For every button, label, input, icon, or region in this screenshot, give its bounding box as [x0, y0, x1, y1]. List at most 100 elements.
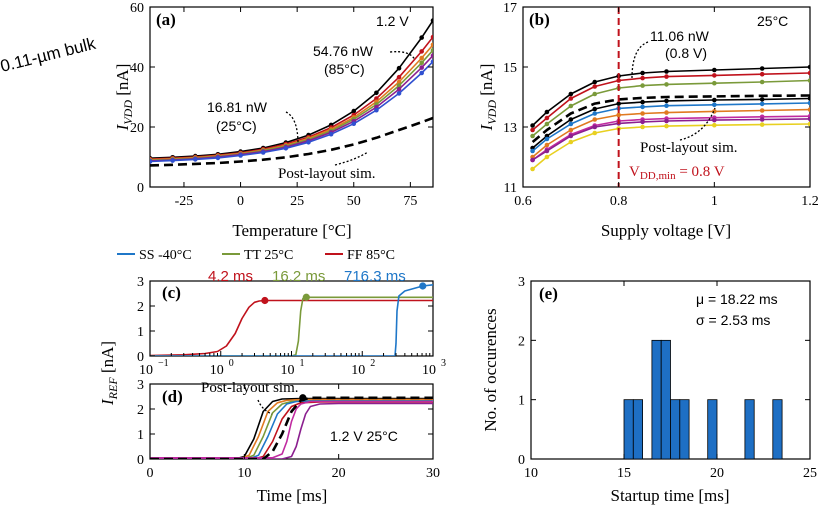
panel-b-point	[568, 96, 574, 101]
panel-b-point	[712, 73, 717, 78]
x-tick-label: 50	[347, 194, 361, 209]
panel-b-point	[807, 116, 810, 122]
panel-a-point	[396, 86, 402, 92]
panel-c-series-ff-85-c	[150, 299, 433, 356]
panel-b-point	[568, 91, 574, 97]
x-tick-exponent: 2	[370, 358, 375, 369]
panel-a-point	[328, 131, 334, 137]
panel-a-point	[238, 153, 243, 158]
x-tick-exponent: 0	[229, 358, 234, 369]
panel-e-bar	[744, 399, 755, 460]
panel-b-point	[592, 111, 598, 116]
panel-e-label: (e)	[539, 284, 558, 303]
panel-a-series-upper	[150, 20, 433, 159]
panel-a-point	[430, 34, 433, 40]
panel-b-point	[759, 108, 765, 113]
panel-b-point	[544, 136, 550, 142]
panel-b-point	[544, 142, 550, 148]
panel-c-frame	[149, 280, 434, 357]
y-tick-label: 40	[130, 61, 144, 76]
y-tick-label: 2	[518, 334, 525, 349]
panel-a-point	[396, 91, 402, 96]
panel-e-ylabel: No. of occurences	[481, 308, 500, 431]
panel-c-ff-time: 4.2 ms	[208, 268, 253, 285]
panel-b-series-s4	[532, 97, 810, 149]
panel-c-ss-time: 716.3 ms	[344, 268, 406, 285]
panel-b-point	[807, 96, 810, 101]
panel-d-frame	[149, 383, 434, 460]
panel-a-point	[430, 42, 433, 48]
panel-b-xlabel: Supply voltage [V]	[601, 221, 731, 240]
panel-c-marker	[419, 282, 427, 290]
panel-a-temp-85: (85°C)	[324, 61, 365, 77]
panel-b-series-s6	[532, 108, 810, 158]
panel-a-point	[374, 107, 379, 113]
panel-c-marker	[261, 296, 269, 305]
panel-b-pointer-power	[631, 41, 649, 79]
panel-a-point	[430, 47, 433, 53]
panel-b-series-s7	[532, 115, 810, 161]
x-tick-label: -25	[175, 194, 194, 209]
panel-a-point	[430, 18, 433, 23]
panel-d-series-d7	[150, 400, 433, 459]
panel-e-mean: μ = 18.22 ms	[696, 291, 778, 307]
panel-a-point	[192, 157, 198, 162]
panel-b-point	[568, 133, 574, 139]
panel-b: 11 13 15 17 0.6 0.8 1 1.2 (b) Supply voltage [V…	[477, 1, 819, 240]
panel-b-point	[592, 106, 598, 112]
panel-b-point	[592, 84, 598, 89]
panel-b-point	[759, 117, 765, 122]
panel-b-point	[664, 123, 669, 129]
panel-b-series-s8	[532, 118, 810, 161]
y-tick-label: 60	[130, 1, 144, 16]
panel-a-point	[306, 140, 311, 145]
panel-b-point	[640, 83, 645, 88]
panel-b-point	[712, 97, 717, 103]
panel-cd-ylabel: IREF [nA]	[98, 341, 120, 406]
panel-a-point	[150, 159, 153, 164]
panel-b-point	[759, 101, 765, 107]
panel-b-point	[664, 82, 669, 87]
panel-a-point	[351, 121, 357, 126]
y-tick-label: 11	[504, 181, 517, 196]
panel-b-point	[664, 118, 669, 124]
panel-b-series-s3	[532, 79, 810, 137]
panel-a-point	[396, 83, 402, 88]
panel-b-point	[712, 80, 717, 86]
x-tick-label: 75	[403, 194, 417, 209]
panel-c-series-tt-25-c	[150, 296, 433, 356]
y-tick-label: 15	[503, 61, 517, 76]
x-tick-label: 20	[332, 466, 346, 481]
x-tick-label: 10	[139, 363, 153, 378]
y-tick-label: 3	[137, 378, 144, 393]
panel-b-point	[712, 67, 717, 73]
panel-b-point	[712, 122, 717, 128]
panel-e-xlabel: Startup time [ms]	[611, 486, 730, 505]
panel-a-point	[419, 60, 424, 66]
panel-b-point	[592, 130, 598, 136]
panel-b-point	[616, 101, 621, 106]
panel-a-point	[419, 49, 424, 54]
x-tick-label: 10	[351, 363, 365, 378]
panel-b-point	[640, 124, 645, 130]
panel-a-point	[351, 108, 357, 114]
y-tick-label: 0	[137, 181, 144, 196]
panel-b-series-s5	[532, 102, 810, 152]
x-tick-label: 10	[237, 466, 251, 481]
x-tick-label: 10	[524, 466, 538, 481]
panel-a-point	[396, 79, 402, 85]
panel-c-series-ss-40-c	[150, 284, 433, 356]
y-tick-label: 0	[518, 453, 525, 468]
y-tick-label: 1	[137, 325, 144, 340]
panel-b-point	[807, 78, 810, 83]
panel-b-point	[616, 112, 621, 118]
panel-e: 0 1 2 3 10 15 20 25 (e) μ = 18.22 ms σ = 2.53 m…	[481, 275, 817, 505]
panel-c-label: (c)	[162, 283, 181, 302]
panel-d-series-post-layout-sim-	[150, 396, 433, 459]
panel-b-voltage-note: (0.8 V)	[665, 45, 707, 61]
panel-b-axes: 11 13 15 17 0.6 0.8 1 1.2	[503, 1, 819, 209]
panel-a-curves	[150, 18, 433, 167]
